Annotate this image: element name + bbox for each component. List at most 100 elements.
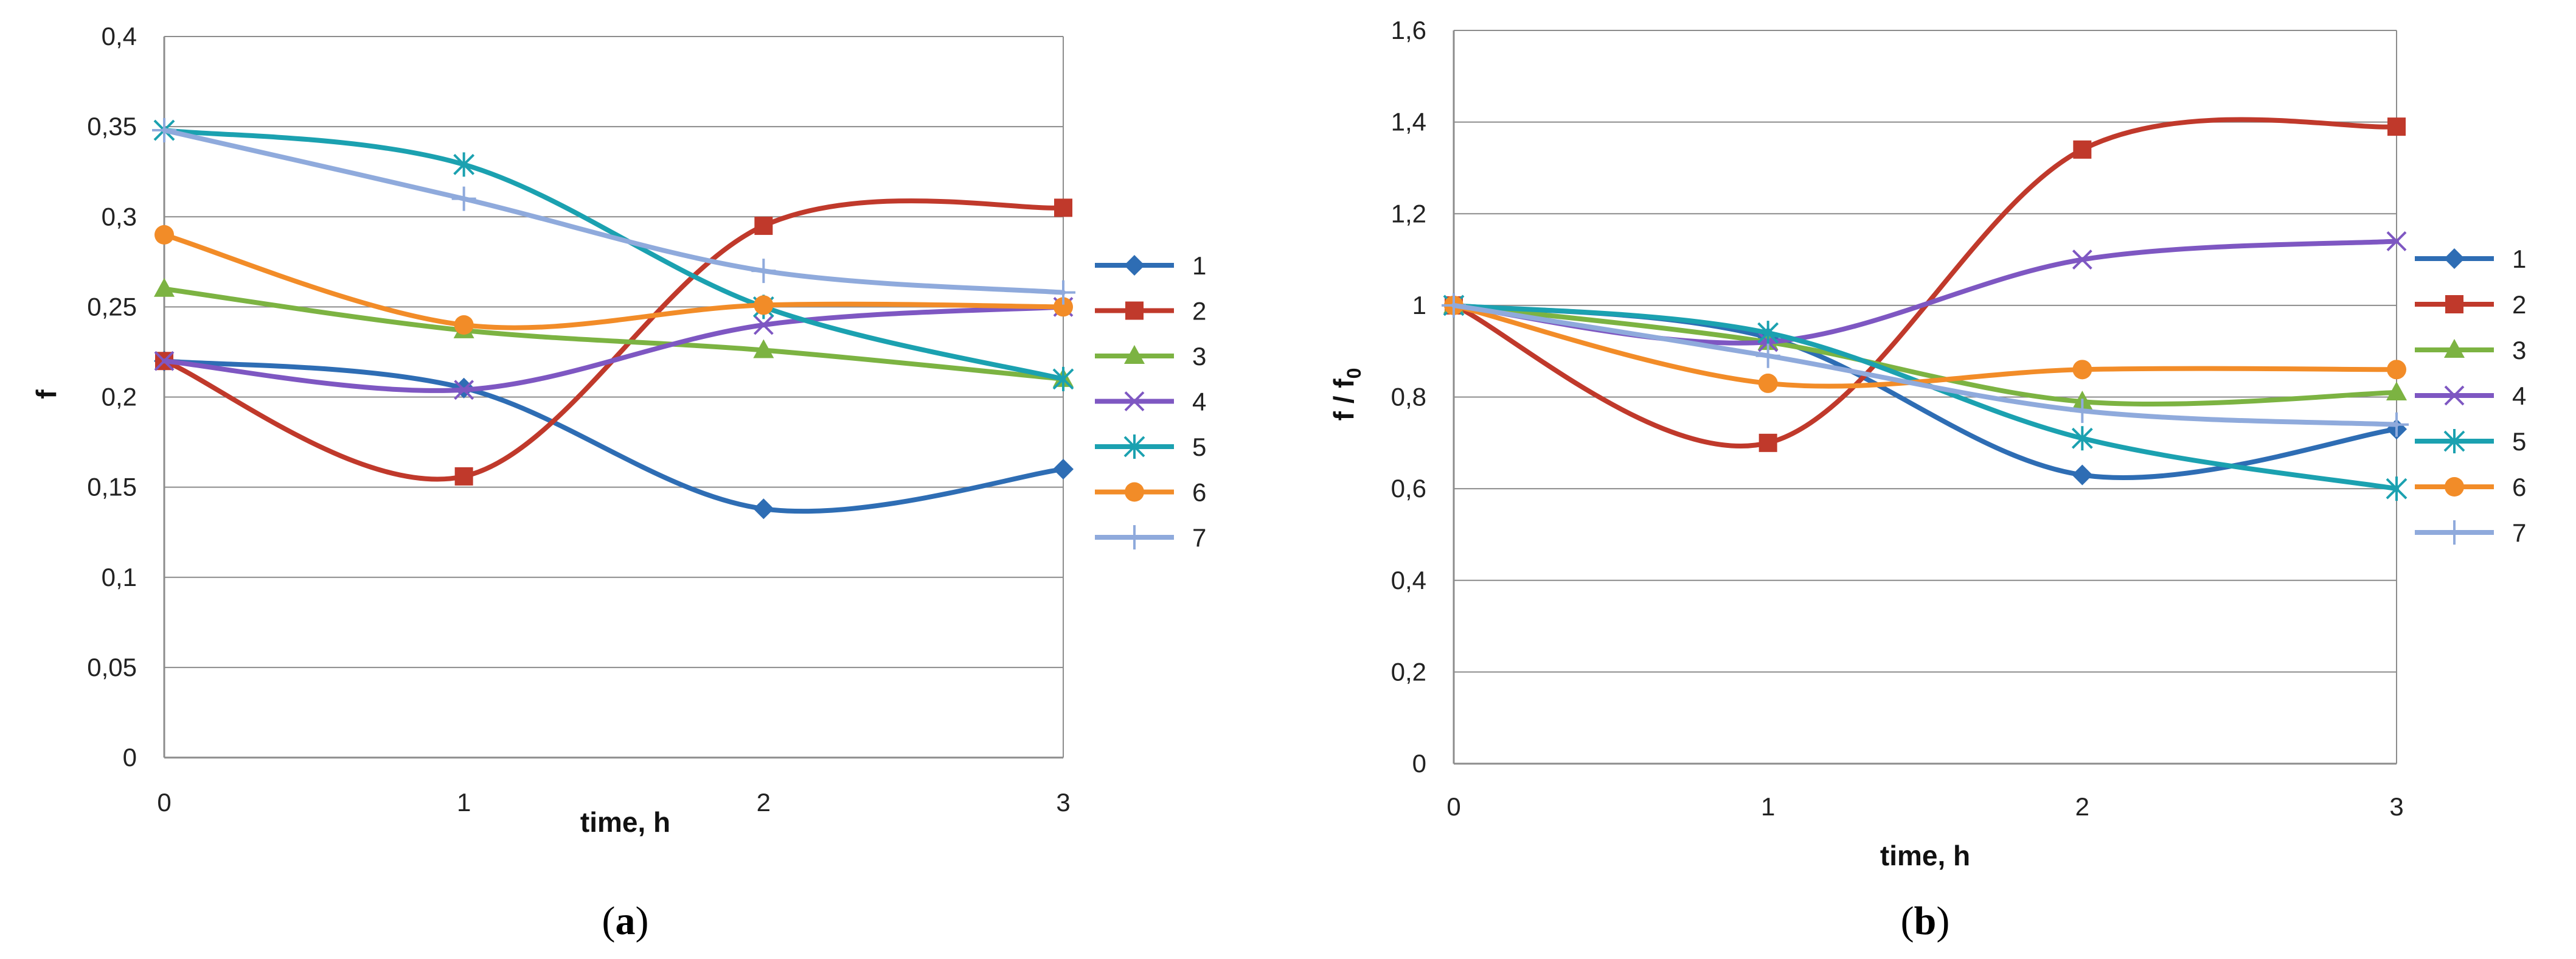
chart-a-y-tick-label-8: 0,4 [102,22,137,51]
chart-a-x-axis-title: time, h [580,806,670,838]
chart-b-legend-item-7: 7 [2415,518,2526,547]
chart-a-legend-item-2: 2 [1095,297,1206,326]
chart-a-series-5-point-1 [453,152,475,177]
chart-b-x-tick-label-3: 3 [2389,792,2403,821]
chart-b-legend-item-3: 3 [2415,336,2526,364]
chart-a-legend-label-2: 2 [1192,297,1206,326]
chart-a-series-5-line [162,128,1066,382]
chart-a-legend-item-5: 5 [1095,433,1206,461]
chart-a-legend-marker-5 [1123,434,1145,459]
chart-a-legend-marker-1 [1124,255,1145,276]
chart-a-legend-label-4: 4 [1192,388,1206,416]
chart-a-y-tick-label-7: 0,35 [87,112,137,141]
chart-a-series-3-point-0 [154,277,175,297]
chart-a-y-tick-label-0: 0 [123,743,137,772]
chart-a-legend-item-6: 6 [1095,478,1206,507]
chart-b-series-7-point-3 [2384,412,2409,437]
chart-b-y-tick-label-0: 0 [1412,749,1426,778]
chart-b-series-5-point-1 [1757,321,1779,346]
chart-b-legend-label-4: 4 [2512,382,2526,410]
chart-a-series-3-point-2 [753,339,774,358]
chart-b-series-7-point-1 [1755,343,1780,368]
chart-b-legend-marker-3 [2444,339,2465,358]
chart-b-y-axis-title: f / f0 [1328,368,1365,421]
chart-a-y-tick-label-6: 0,3 [102,202,137,231]
chart-a-y-tick-label-3: 0,15 [87,473,137,501]
chart-a-series-6-point-0 [154,225,174,245]
chart-b-series-2-line [1451,117,2399,449]
chart-b-legend-item-2: 2 [2415,290,2526,319]
chart-b-series-6-point-1 [1758,373,1778,393]
chart-b-series-5-point-2 [2071,426,2093,451]
chart-b-x-tick-label-0: 0 [1446,792,1460,821]
chart-a-panel-label: (a) [602,899,649,943]
chart-a-series-7-point-3 [1051,280,1075,305]
chart-b-legend-marker-6 [2445,477,2464,497]
chart-a-legend-label-1: 1 [1192,251,1206,280]
chart-a-y-tick-label-1: 0,05 [87,653,137,682]
chart-b-series-7-point-2 [2070,399,2095,424]
chart-b-x-axis-title: time, h [1880,840,1970,871]
chart-b-y-tick-label-4: 0,8 [1391,383,1426,411]
chart-a-x-tick-label-0: 0 [157,788,171,817]
chart-b-legend-marker-1 [2444,248,2465,269]
chart-a-y-axis-title: f [30,389,62,399]
chart-a-series-6-point-2 [754,295,774,315]
chart-b-y-tick-labels: 0 0,2 0,4 0,6 0,8 1 1,2 1,4 1,6 [1391,16,1426,778]
chart-a-series-6-point-1 [454,315,474,335]
chart-a-series-1-line [162,358,1066,514]
chart-a-legend-label-5: 5 [1192,433,1206,461]
chart-a-series-4-line [162,304,1066,393]
chart-b-series-6-point-2 [2072,360,2092,380]
chart-a-x-tick-label-1: 1 [457,788,471,817]
chart-b-series-4-point-2 [2072,249,2092,270]
chart-b-x-tick-label-2: 2 [2075,792,2089,821]
chart-a-series-6 [154,225,1073,335]
chart-a-series-1-point-3 [1053,459,1074,480]
chart-b-x-tick-label-1: 1 [1761,792,1775,821]
chart-b-series-2-point-2 [2073,140,2092,159]
chart-b-y-tick-label-3: 0,6 [1391,474,1426,503]
chart-a-legend-marker-3 [1124,345,1145,364]
chart-b-legend-item-5: 5 [2415,427,2526,456]
chart-b-series-7-point-0 [1442,293,1466,318]
chart-b-legend-label-6: 6 [2512,473,2526,501]
chart-a-series-2-line [162,198,1066,482]
chart-a-x-tick-labels: 0 1 2 3 [157,788,1070,817]
chart-a-series-7-point-2 [751,259,776,284]
chart-a-y-tick-label-5: 0,25 [87,292,137,321]
chart-b-gridlines [1454,30,2397,673]
chart-b-legend-label-3: 3 [2512,336,2526,364]
chart-a-series-4-point-1 [454,380,474,400]
chart-b-legend-label-7: 7 [2512,518,2526,547]
chart-b-series-7-line [1451,302,2399,427]
chart-a-series [152,118,1075,520]
chart-b-series [1442,117,2409,501]
chart-a-legend-marker-2 [1125,301,1144,320]
chart-a-axes [163,37,1064,759]
chart-a-legend-item-7: 7 [1095,523,1206,552]
chart-a-series-6-point-3 [1054,297,1073,317]
chart-b-series-5-point-3 [2386,476,2408,501]
chart-a-series-2-point-3 [1054,198,1072,217]
chart-b-series-2-point-1 [1758,433,1777,452]
chart-a-legend-label-7: 7 [1192,523,1206,552]
chart-b-series-6-point-3 [2387,360,2406,380]
chart-b-legend-marker-4 [2444,385,2465,406]
chart-b-y-tick-label-1: 0,2 [1391,657,1426,686]
chart-b: 0 0,2 0,4 0,6 0,8 1 1,2 1,4 1,6 0 1 2 3 1 2 3 4 5 6 7 tim… [1328,16,2526,943]
chart-a-x-tick-label-3: 3 [1056,788,1070,817]
chart-b-legend-item-4: 4 [2415,382,2526,410]
chart-a-series-4-point-0 [154,350,175,371]
chart-b-panel-label: (b) [1901,899,1950,943]
chart-b-y-tick-label-5: 1 [1412,291,1426,319]
chart-b-legend-item-6: 6 [2415,473,2526,501]
chart-a-series-4-point-2 [753,315,774,335]
chart-a-series-7-point-0 [152,118,176,143]
chart-a-legend-marker-6 [1125,482,1144,502]
chart-a-legend-item-3: 3 [1095,342,1206,371]
chart-b-legend-marker-5 [2443,429,2465,453]
chart-b-y-tick-label-2: 0,4 [1391,566,1426,595]
chart-b-x-tick-labels: 0 1 2 3 [1446,792,2403,821]
